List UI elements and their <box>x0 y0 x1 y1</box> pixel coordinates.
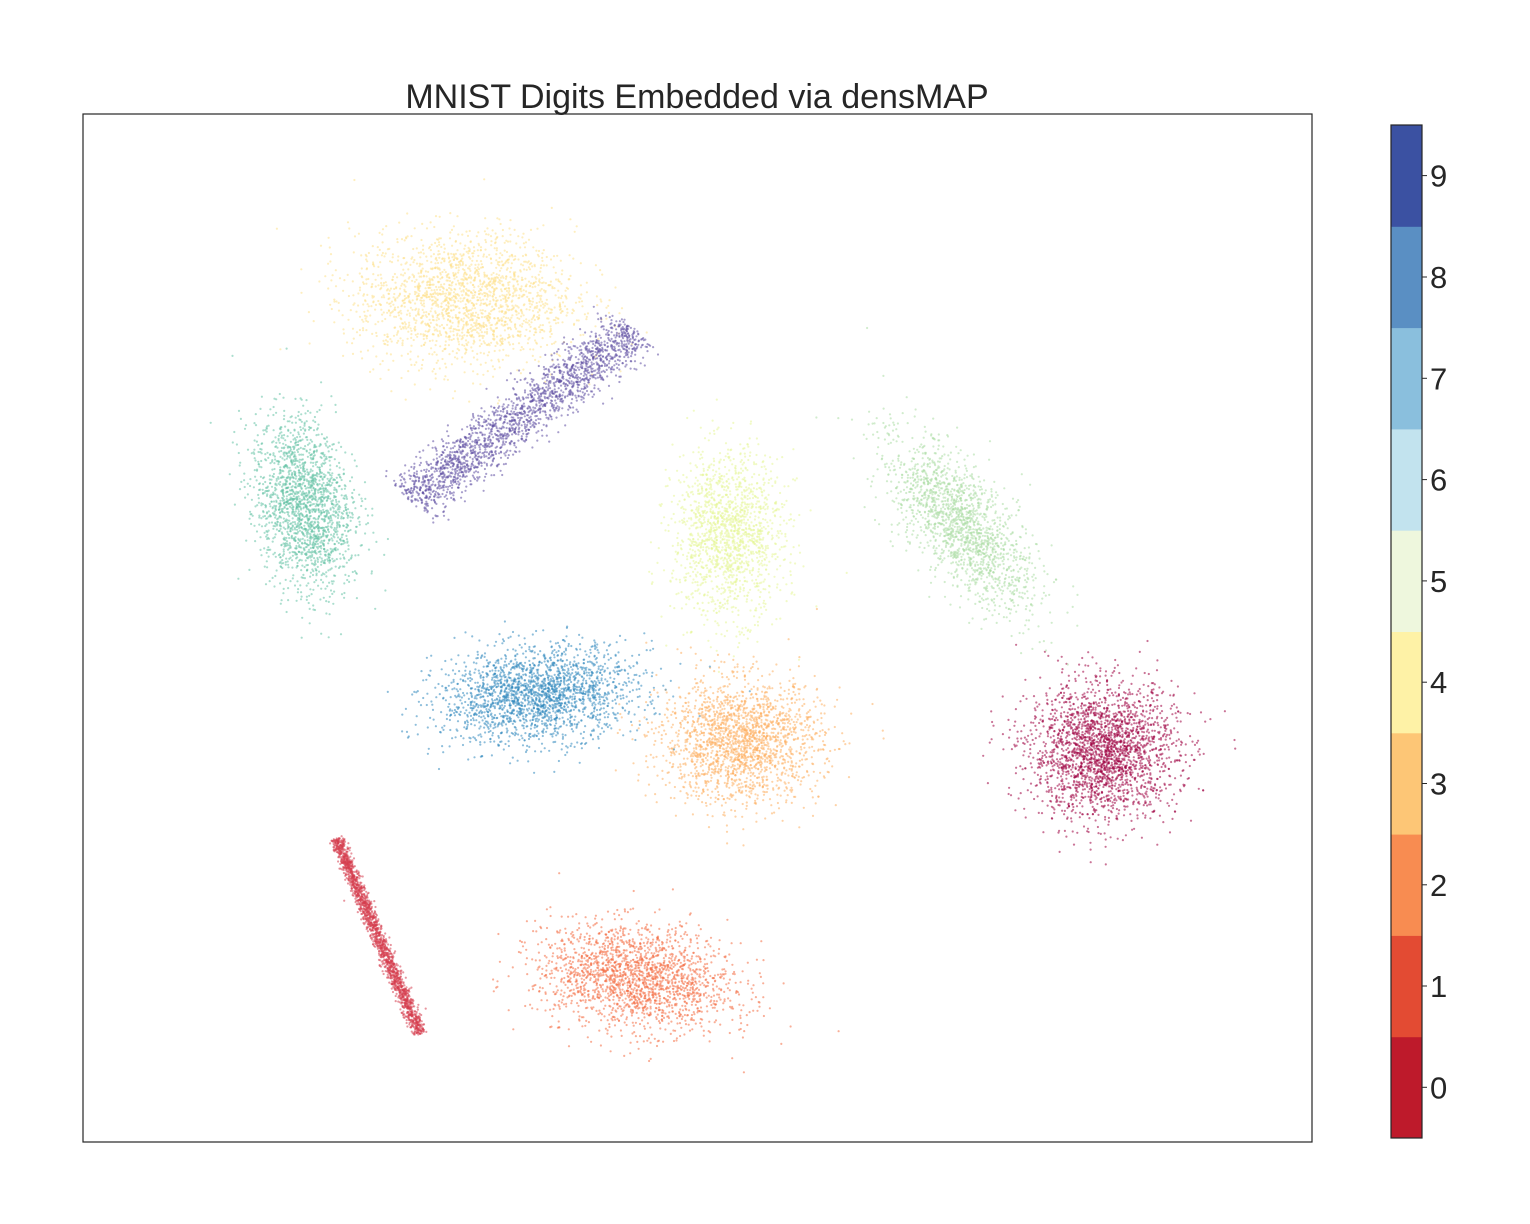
colorbar-frame <box>1390 124 1423 1139</box>
series-digit-1 <box>329 835 428 1036</box>
series-digit-2 <box>492 872 840 1074</box>
colorbar-segment-0 <box>1391 1036 1422 1139</box>
colorbar-segment-4 <box>1391 631 1422 734</box>
colorbar-tick-label: 2 <box>1430 868 1447 903</box>
colorbar-tick-label: 4 <box>1430 665 1447 700</box>
colorbar-segment-6 <box>1391 428 1422 531</box>
series-digit-7 <box>209 347 389 639</box>
colorbar-tick-label: 8 <box>1430 260 1447 295</box>
colorbar-tick-label: 1 <box>1430 969 1447 1004</box>
colorbar-tick-label: 6 <box>1430 463 1447 498</box>
series-digit-5 <box>648 398 848 674</box>
colorbar-segment-1 <box>1391 935 1422 1038</box>
colorbar: 0 1 2 3 4 5 6 7 8 9 <box>1390 124 1447 1139</box>
series-digit-6 <box>815 326 1079 666</box>
colorbar-tick-label: 9 <box>1430 159 1447 194</box>
series-digit-8 <box>386 620 751 774</box>
colorbar-tick-label: 5 <box>1430 564 1447 599</box>
scatter-points <box>209 178 1237 1074</box>
chart-title: MNIST Digits Embedded via densMAP <box>405 78 988 116</box>
colorbar-segment-2 <box>1391 834 1422 936</box>
series-digit-9 <box>385 305 660 524</box>
colorbar-tick-label: 7 <box>1430 361 1447 396</box>
colorbar-segment-9 <box>1391 125 1422 227</box>
series-digit-3 <box>614 607 885 847</box>
plot-frame <box>82 113 1313 1143</box>
colorbar-tick-label: 3 <box>1430 767 1447 802</box>
series-digit-0 <box>982 639 1237 866</box>
colorbar-segment-8 <box>1391 226 1422 329</box>
colorbar-segment-3 <box>1391 732 1422 835</box>
colorbar-segment-7 <box>1391 327 1422 430</box>
colorbar-segment-5 <box>1391 530 1422 632</box>
colorbar-tick-label: 0 <box>1430 1070 1447 1105</box>
series-digit-4 <box>275 178 648 405</box>
